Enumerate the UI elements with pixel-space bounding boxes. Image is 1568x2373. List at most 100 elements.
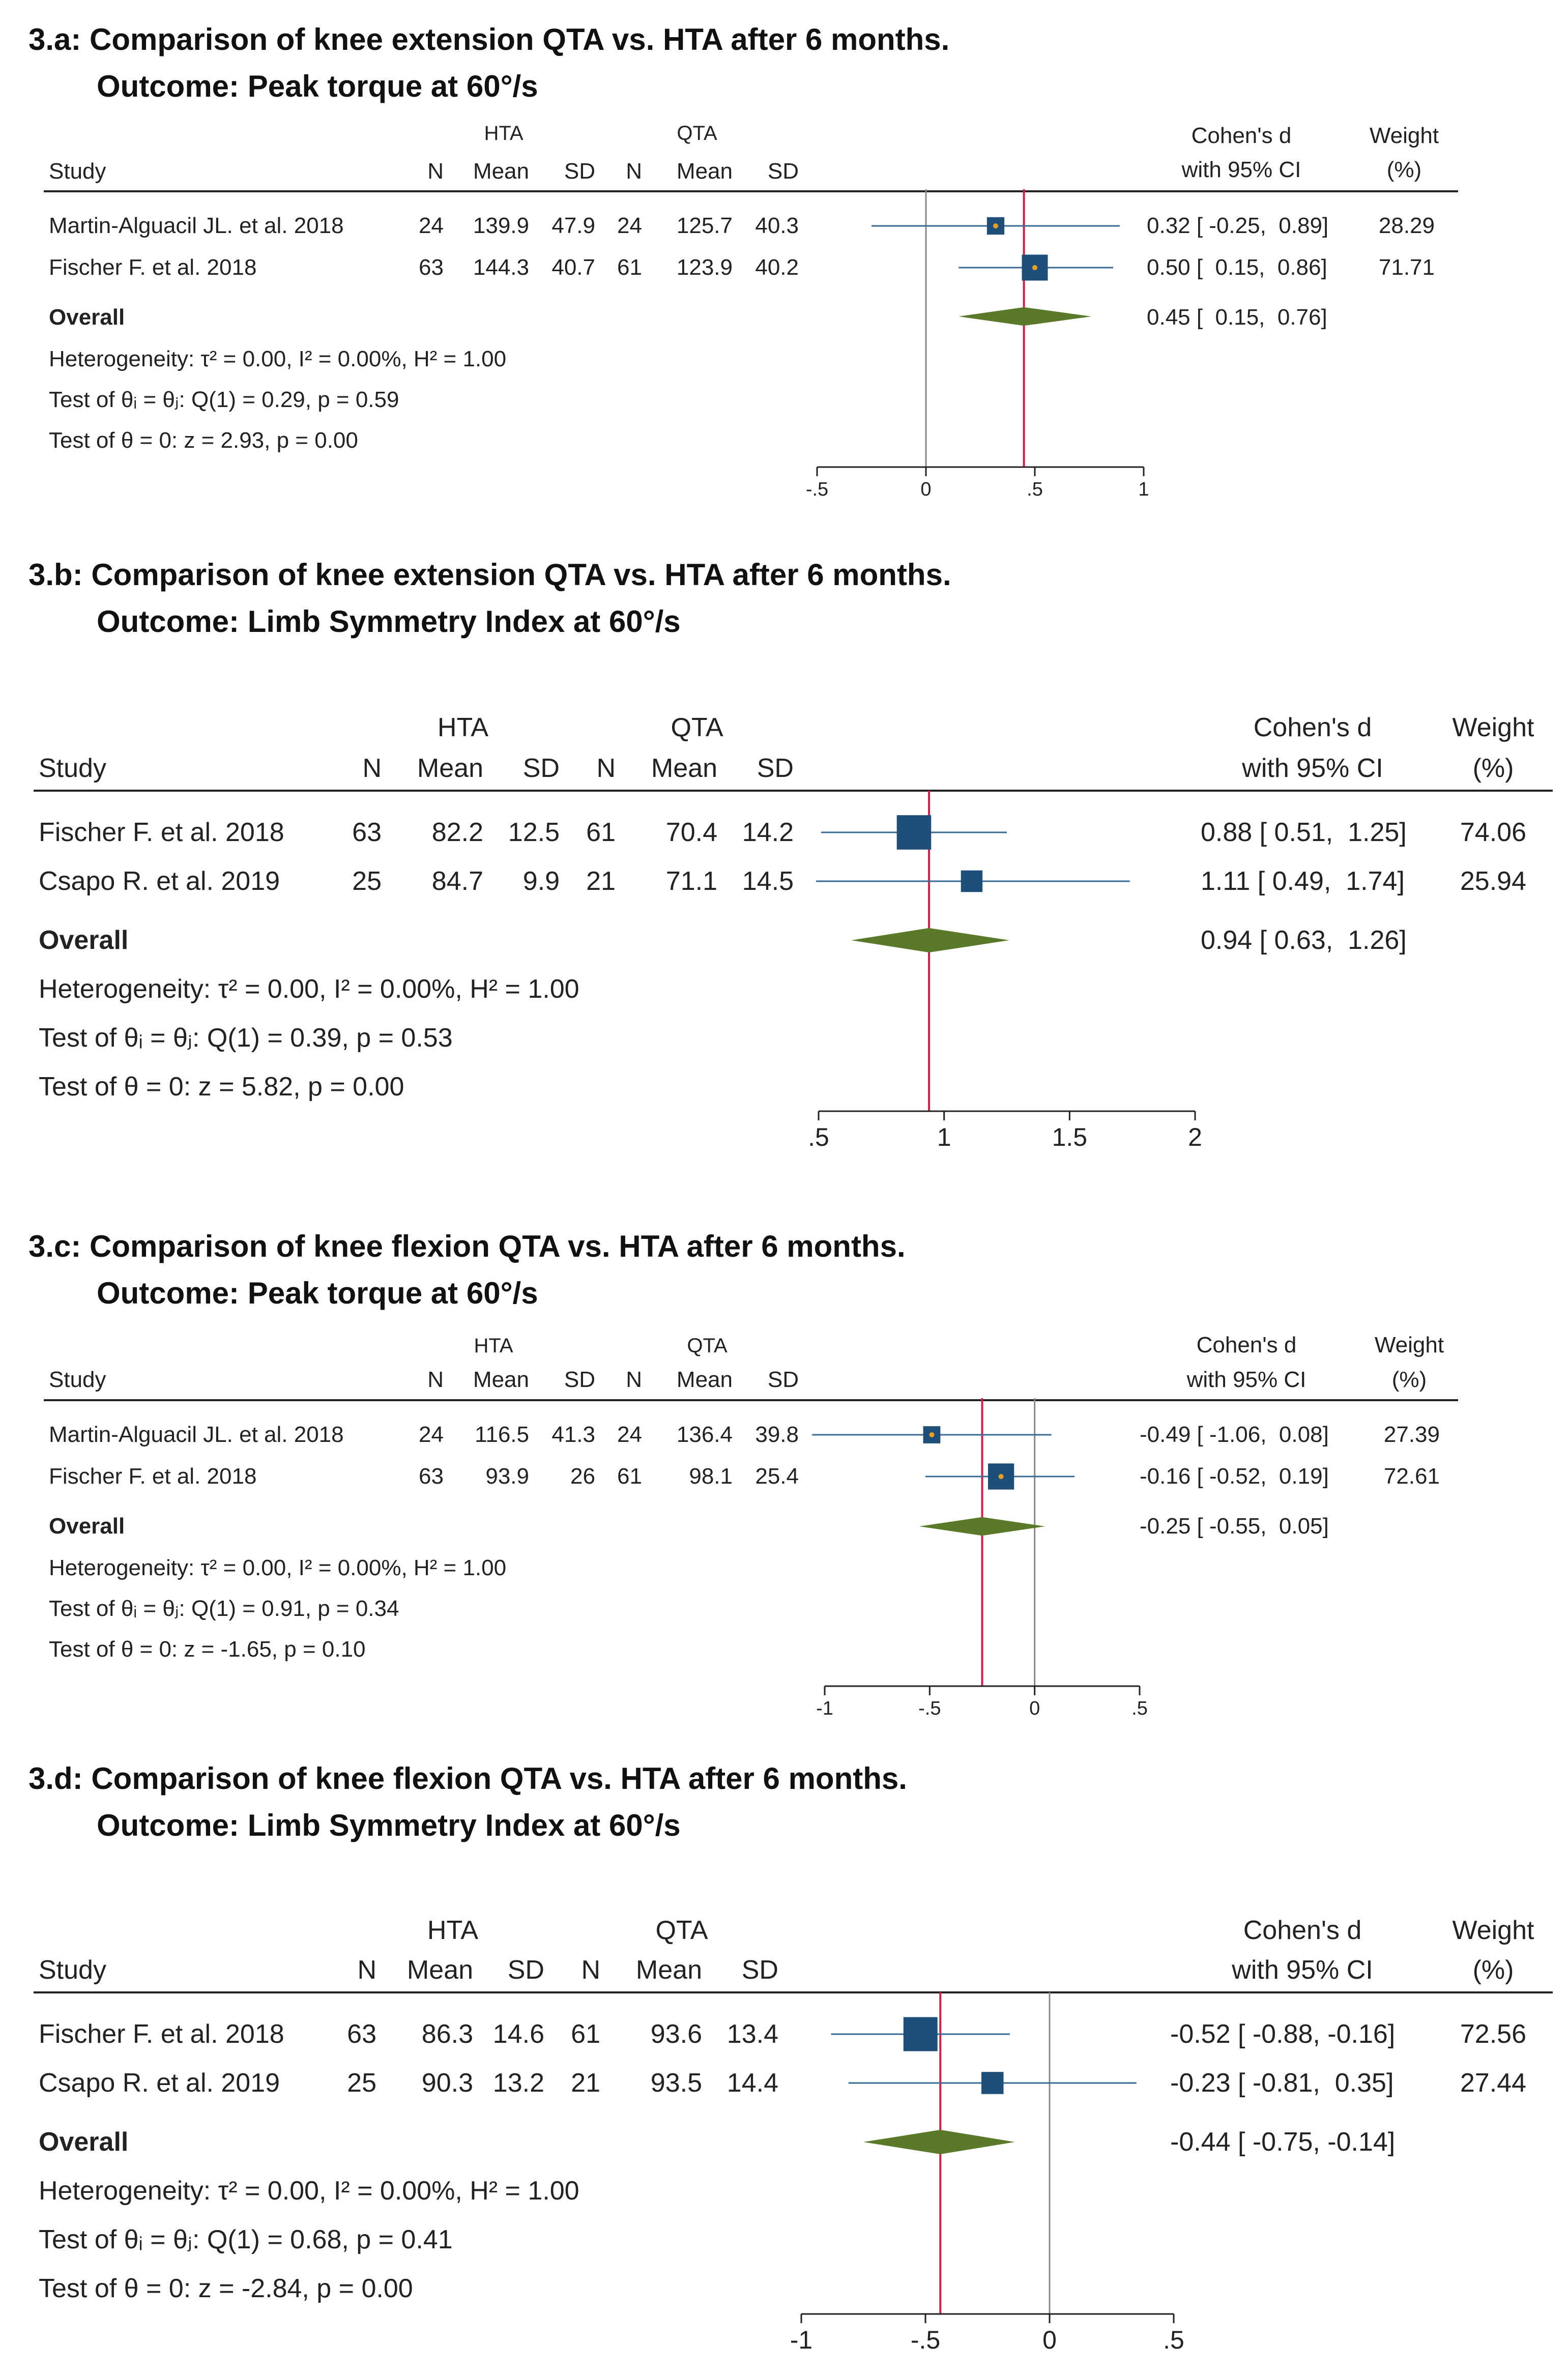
study-name: Fischer F. et al. 2018 (39, 2019, 284, 2049)
forest-panel-3c: 3.c: Comparison of knee flexion QTA vs. … (0, 1211, 1568, 1720)
hta-sd: 12.5 (508, 818, 560, 847)
header-rule (34, 1991, 1553, 1993)
study-name: Martin-Alguacil JL. et al. 2018 (49, 1422, 344, 1447)
x-tick-label: .5 (1131, 1698, 1148, 1719)
qta-n: 21 (571, 2068, 600, 2098)
es-header-2: with 95% CI (1232, 1955, 1373, 1985)
col-qta-mean: Mean (676, 159, 733, 184)
weight-text: 28.29 (1378, 213, 1435, 238)
qta-sd: 14.4 (727, 2068, 778, 2098)
weight-header-2: (%) (1472, 1955, 1514, 1985)
test-z-text: Test of θ = 0: z = -2.84, p = 0.00 (39, 2274, 413, 2303)
qta-mean: 125.7 (676, 213, 733, 238)
col-hta-n: N (362, 754, 382, 783)
col-hta-mean: Mean (406, 1955, 473, 1985)
study-name: Fischer F. et al. 2018 (49, 255, 257, 280)
effect-point-dot (1032, 265, 1037, 270)
col-hta-sd: SD (564, 159, 595, 184)
hta-n: 63 (347, 2019, 376, 2049)
study-name: Csapo R. et al. 2019 (39, 866, 280, 896)
weight-header-2: (%) (1472, 754, 1514, 783)
col-qta-sd: SD (767, 159, 799, 184)
hta-n: 24 (419, 1422, 444, 1447)
qta-mean: 93.5 (650, 2068, 702, 2098)
heterogeneity-text: Heterogeneity: τ² = 0.00, I² = 0.00%, H²… (49, 1555, 507, 1580)
overall-ci-text: -0.44 [ -0.75, -0.14] (1170, 2127, 1396, 2157)
effect-marker (896, 815, 932, 850)
col-qta-sd: SD (741, 1955, 778, 1985)
group-label-qta: QTA (655, 1916, 708, 1945)
qta-mean: 70.4 (665, 818, 717, 847)
panel-subtitle: Outcome: Limb Symmetry Index at 60°/s (97, 604, 681, 639)
es-header-1: Cohen's d (1191, 123, 1292, 148)
weight-text: 25.94 (1460, 866, 1526, 896)
weight-header-2: (%) (1391, 1367, 1427, 1392)
es-header-1: Cohen's d (1243, 1916, 1362, 1945)
hta-mean: 90.3 (421, 2068, 473, 2098)
col-qta-mean: Mean (651, 754, 717, 783)
test-q-text: Test of θᵢ = θⱼ: Q(1) = 0.39, p = 0.53 (39, 1023, 453, 1053)
qta-n: 61 (617, 1464, 642, 1489)
header-rule (44, 1399, 1458, 1401)
test-z-text: Test of θ = 0: z = 5.82, p = 0.00 (39, 1072, 404, 1102)
hta-mean: 82.2 (431, 818, 483, 847)
panel-subtitle: Outcome: Peak torque at 60°/s (97, 69, 538, 103)
col-hta-sd: SD (522, 754, 560, 783)
heterogeneity-text: Heterogeneity: τ² = 0.00, I² = 0.00%, H²… (39, 2176, 579, 2206)
hta-sd: 9.9 (522, 866, 560, 896)
x-tick-label: 1.5 (1052, 1123, 1088, 1151)
group-label-qta: QTA (687, 1335, 728, 1357)
es-header-2: with 95% CI (1242, 754, 1383, 783)
forest-plot-3a: -.5 0 .5 1 (806, 189, 1149, 500)
qta-n: 61 (586, 818, 616, 847)
hta-mean: 93.9 (485, 1464, 529, 1489)
overall-label: Overall (39, 925, 129, 955)
hta-mean: 84.7 (431, 866, 483, 896)
hta-mean: 144.3 (473, 255, 529, 280)
x-tick-label: .5 (1163, 2326, 1184, 2354)
study-name: Fischer F. et al. 2018 (39, 818, 284, 847)
x-tick-label: 0 (1029, 1698, 1040, 1719)
hta-sd: 40.7 (551, 255, 595, 280)
test-q-text: Test of θᵢ = θⱼ: Q(1) = 0.68, p = 0.41 (39, 2225, 453, 2254)
weight-text: 27.44 (1460, 2068, 1526, 2098)
col-study: Study (39, 754, 106, 783)
effect-marker (981, 2072, 1004, 2094)
heterogeneity-text: Heterogeneity: τ² = 0.00, I² = 0.00%, H²… (39, 974, 579, 1004)
weight-header-1: Weight (1452, 1916, 1534, 1945)
panel-title: 3.c: Comparison of knee flexion QTA vs. … (28, 1229, 906, 1263)
x-tick-label: 0 (920, 479, 931, 500)
test-q-text: Test of θᵢ = θⱼ: Q(1) = 0.91, p = 0.34 (49, 1596, 399, 1621)
qta-sd: 40.3 (755, 213, 799, 238)
weight-text: 72.61 (1383, 1464, 1440, 1489)
hta-sd: 14.6 (492, 2019, 544, 2049)
qta-sd: 13.4 (727, 2019, 778, 2049)
col-qta-sd: SD (767, 1367, 799, 1392)
hta-n: 25 (352, 866, 382, 896)
col-hta-n: N (427, 159, 444, 184)
hta-sd: 41.3 (551, 1422, 595, 1447)
group-label-hta: HTA (474, 1335, 513, 1357)
col-hta-mean: Mean (473, 1367, 529, 1392)
col-study: Study (49, 159, 106, 184)
effect-ci-text: -0.16 [ -0.52, 0.19] (1140, 1464, 1329, 1489)
panel-subtitle: Outcome: Limb Symmetry Index at 60°/s (97, 1808, 681, 1842)
qta-n: 61 (617, 255, 642, 280)
col-hta-n: N (357, 1955, 376, 1985)
weight-text: 71.71 (1378, 255, 1435, 280)
effect-ci-text: -0.49 [ -1.06, 0.08] (1140, 1422, 1329, 1447)
study-name: Csapo R. et al. 2019 (39, 2068, 280, 2098)
x-tick-label: 2 (1188, 1123, 1202, 1151)
overall-diamond (959, 307, 1092, 326)
col-qta-n: N (626, 159, 642, 184)
qta-mean: 93.6 (650, 2019, 702, 2049)
effect-point-dot (998, 1474, 1004, 1479)
hta-mean: 86.3 (421, 2019, 473, 2049)
effect-ci-text: 0.88 [ 0.51, 1.25] (1201, 818, 1407, 847)
x-tick-label: 1 (1138, 479, 1149, 500)
panel-title: 3.d: Comparison of knee flexion QTA vs. … (28, 1761, 907, 1796)
weight-header-2: (%) (1386, 157, 1422, 182)
x-tick-label: -.5 (918, 1698, 941, 1719)
hta-n: 63 (419, 1464, 444, 1489)
overall-ci-text: 0.45 [ 0.15, 0.76] (1147, 305, 1327, 330)
